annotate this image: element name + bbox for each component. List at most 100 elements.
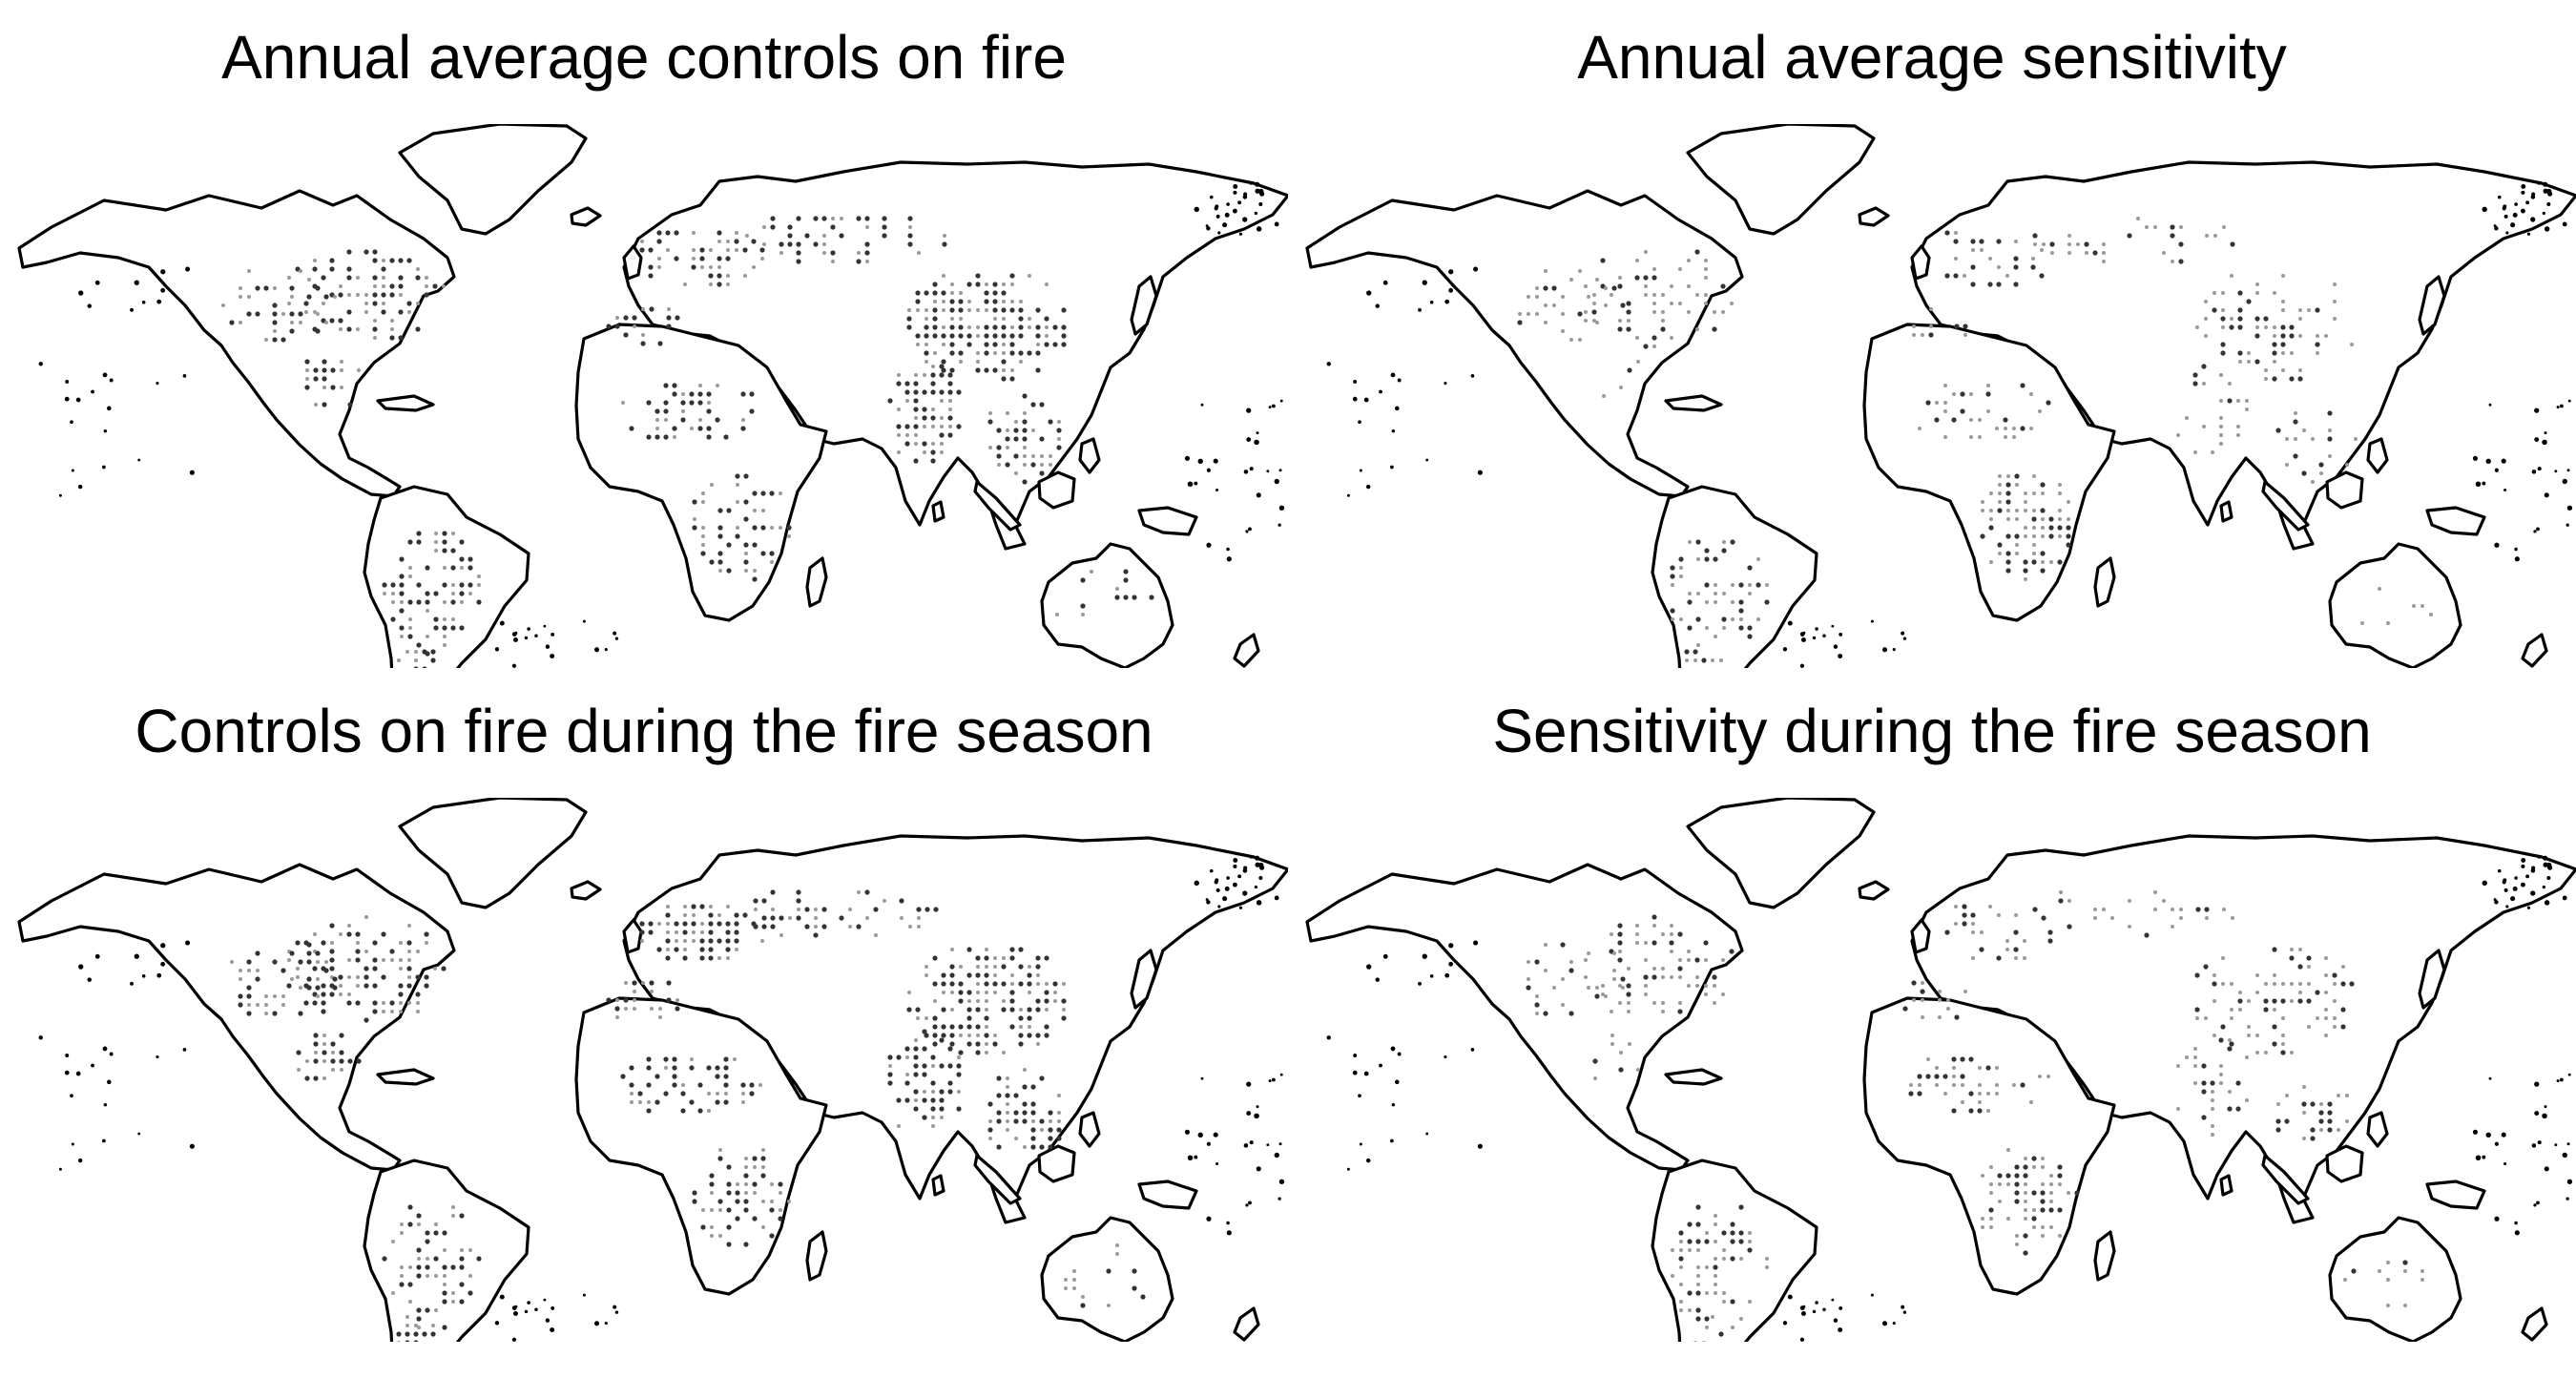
- stipple-dot: [1080, 603, 1086, 609]
- stipple-dot: [1578, 269, 1582, 273]
- stipple-dot: [975, 972, 981, 978]
- island-fragment: [1237, 200, 1242, 205]
- stipple-dot: [976, 325, 980, 329]
- stipple-dot: [700, 930, 704, 934]
- stipple-dot: [2333, 999, 2337, 1003]
- island-fragment: [1209, 195, 1214, 199]
- stipple-dot: [629, 1065, 634, 1071]
- stipple-dot: [674, 921, 679, 927]
- island-fragment: [78, 290, 84, 296]
- island-fragment: [2566, 1179, 2573, 1184]
- stipple-dot: [356, 1058, 362, 1064]
- stipple-dot: [924, 360, 928, 364]
- landmass-newzealand: [1233, 1306, 1260, 1342]
- stipple-dot: [716, 384, 719, 387]
- stipple-dot: [2333, 1025, 2337, 1029]
- stipple-dot: [966, 972, 972, 978]
- stipple-dot: [2014, 1173, 2020, 1179]
- stipple-dot: [2110, 916, 2114, 920]
- stipple-dot: [1036, 343, 1040, 346]
- stipple-dot: [1731, 600, 1735, 604]
- island-fragment: [102, 465, 106, 470]
- stipple-dot: [2092, 250, 2098, 256]
- stipple-dot: [399, 958, 403, 962]
- stipple-dot: [1971, 922, 1975, 926]
- stipple-dot: [666, 997, 672, 1003]
- stipple-dot: [1952, 1066, 1956, 1070]
- stipple-dot: [2378, 587, 2381, 591]
- island-fragment: [1233, 858, 1238, 863]
- stipple-dot: [680, 1108, 686, 1114]
- stipple-dot: [996, 453, 1002, 459]
- stipple-dot: [707, 401, 711, 405]
- stipple-dot: [330, 367, 336, 373]
- stipple-dot: [329, 957, 335, 963]
- stipple-dot: [443, 617, 447, 621]
- island-fragment: [1787, 620, 1793, 626]
- stipple-dot: [413, 1331, 419, 1337]
- stipple-dot: [675, 998, 679, 1002]
- stipple-dot: [1719, 658, 1723, 662]
- stipple-dot: [1652, 302, 1656, 305]
- stipple-dot: [1022, 1084, 1028, 1090]
- stipple-dot: [322, 302, 325, 305]
- stipple-dot: [779, 1208, 782, 1212]
- stipple-dot: [2032, 1208, 2036, 1212]
- stipple-dot: [1018, 350, 1024, 356]
- stipple-dot: [2402, 1260, 2408, 1265]
- stipple-dot: [2162, 251, 2166, 255]
- stipple-dot: [1039, 436, 1045, 442]
- island-fragment: [1870, 1293, 1874, 1297]
- island-fragment: [550, 654, 555, 659]
- stipple-dot: [1044, 342, 1049, 347]
- stipple-dot: [710, 483, 714, 487]
- stipple-dot: [2212, 291, 2216, 295]
- world-map: [17, 124, 1288, 668]
- stipple-dot: [1963, 333, 1967, 337]
- stipple-dot: [399, 582, 405, 588]
- stipple-dot: [315, 285, 321, 291]
- stipple-dot: [2023, 956, 2026, 960]
- stipple-dot: [680, 400, 686, 406]
- stipple-dot: [1765, 583, 1769, 587]
- stipple-dot: [2195, 1016, 2199, 1020]
- stipple-dot: [2023, 559, 2028, 565]
- stipple-dot: [332, 976, 338, 982]
- stipple-dot: [399, 625, 405, 631]
- island-fragment: [527, 627, 530, 631]
- stipple-dot: [2193, 1064, 2197, 1068]
- stipple-dot: [422, 666, 427, 668]
- stipple-dot: [2220, 1024, 2226, 1030]
- stipple-dot: [663, 383, 669, 388]
- stipple-dot: [821, 216, 827, 221]
- stipple-dot: [779, 251, 783, 255]
- island-fragment: [2497, 868, 2502, 873]
- landmass-north-america: [17, 189, 456, 498]
- stipple-dot: [407, 1282, 413, 1287]
- stipple-dot: [338, 318, 343, 324]
- stipple-dot: [381, 292, 386, 298]
- island-fragment: [1382, 280, 1388, 285]
- stipple-dot: [2024, 1191, 2027, 1195]
- stipple-dot: [2340, 1024, 2346, 1030]
- stipple-dot: [1951, 1056, 1957, 1062]
- stipple-dot: [735, 533, 740, 539]
- island-fragment: [2514, 1221, 2518, 1225]
- stipple-dot: [1961, 1083, 1964, 1087]
- stipple-dot: [2319, 1128, 2323, 1132]
- island-fragment: [1359, 469, 1362, 472]
- stipple-dot: [1035, 998, 1041, 1004]
- stipple-dot: [905, 1073, 909, 1076]
- stipple-dot: [914, 416, 918, 420]
- stipple-dot: [273, 286, 277, 290]
- island-fragment: [2526, 232, 2531, 236]
- stipple-dot: [752, 525, 758, 531]
- island-fragment: [1197, 1132, 1203, 1138]
- stipple-dot: [1730, 1239, 1735, 1244]
- stipple-dot: [1587, 295, 1590, 299]
- island-fragment: [604, 1322, 608, 1326]
- stipple-dot: [2343, 1278, 2347, 1282]
- stipple-dot: [1072, 1269, 1076, 1273]
- stipple-dot: [2185, 416, 2189, 420]
- island-fragment: [512, 637, 518, 642]
